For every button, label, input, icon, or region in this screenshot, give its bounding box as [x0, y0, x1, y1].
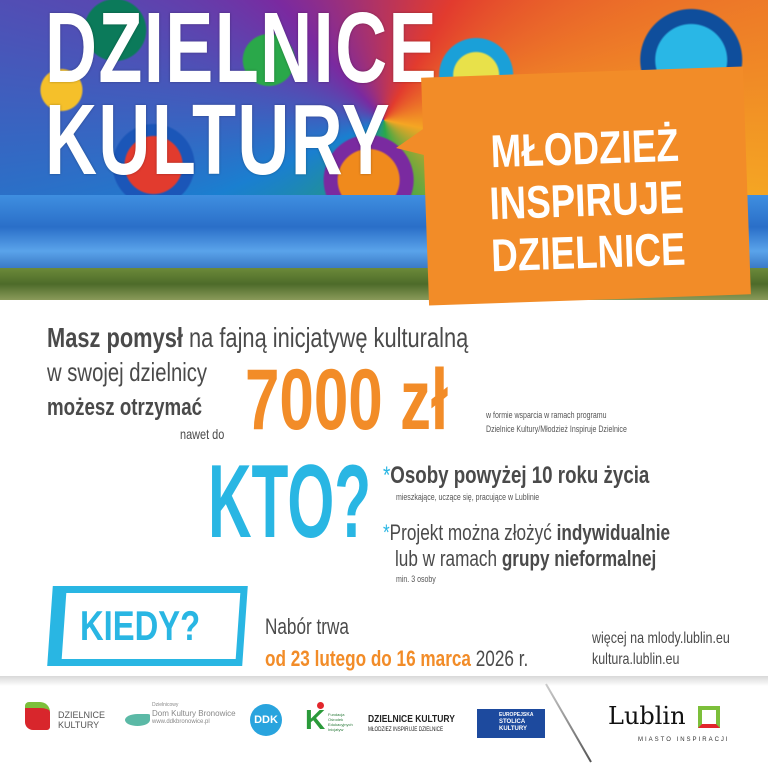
hummingbird-icon — [125, 714, 150, 726]
who-item2: *Projekt można złożyć indywidualnie — [383, 520, 671, 545]
intro-line2: w swojej dzielnicy — [47, 357, 208, 387]
title-line2: KULTURY — [45, 84, 392, 196]
bubble-line: MŁODZIEŻ — [489, 118, 680, 178]
logo-ddk-bronowice: Dzielnicowy Dom Kultury Bronowice www.ddkb… — [152, 702, 236, 725]
logo-fundacja-k: K — [305, 702, 326, 735]
logo-dzielnice-kultury: DZIELNICE KULTURY — [58, 710, 106, 730]
who-item2-sub: min. 3 osoby — [396, 574, 436, 584]
link-mlody[interactable]: więcej na mlody.lublin.eu — [592, 630, 730, 647]
logo-mid: DZIELNICE KULTURY MŁODZIEŻ INSPIRUJE DZIE… — [368, 714, 455, 733]
logo-esk: EUROPEJSKA STOLICA KULTURY — [477, 709, 545, 738]
dzielnice-kultury-logo-icon — [25, 702, 50, 730]
when-line1: Nabór trwa — [265, 614, 349, 639]
logo-fundacja-text: Fundacja Ośrodek Edukacyjnych Inicjatyw — [328, 712, 353, 732]
logo-ddk: DDK — [250, 704, 282, 736]
who-item1: *Osoby powyżej 10 roku życia — [383, 462, 650, 489]
title-line1: DZIELNICE — [45, 0, 438, 104]
amount-note2: Dzielnice Kultury/Młodzież Inspiruje Dzi… — [486, 424, 627, 434]
logo-lublin-sub: MIASTO INSPIRACJI — [638, 737, 730, 743]
bubble-line: INSPIRUJE — [488, 170, 685, 230]
link-kultura[interactable]: kultura.lublin.eu — [592, 651, 680, 668]
when-heading: KIEDY? — [80, 602, 201, 649]
who-heading: KTO? — [208, 444, 372, 560]
amount: 7000 zł — [245, 352, 449, 448]
divider-line — [545, 683, 592, 763]
bubble-line: DZIELNICE — [490, 222, 687, 282]
lublin-emblem-icon — [698, 706, 720, 728]
logo-lublin: Lublin — [608, 702, 686, 730]
when-dates: od 23 lutego do 16 marca 2026 r. — [265, 646, 529, 671]
who-item2-line2: lub w ramach grupy nieformalnej — [395, 546, 657, 571]
speech-bubble: MŁODZIEŻ INSPIRUJE DZIELNICE — [421, 66, 751, 306]
intro-line3: możesz otrzymać — [47, 394, 203, 421]
intro-upto: nawet do — [180, 426, 225, 442]
footer: DZIELNICE KULTURY Dzielnicowy Dom Kultury … — [0, 676, 768, 768]
amount-note1: w formie wsparcia w ramach programu — [486, 410, 607, 420]
intro-line1: Masz pomysł na fajną inicjatywę kultural… — [47, 322, 469, 353]
who-item1-sub: mieszkające, uczące się, pracujące w Lub… — [396, 492, 540, 502]
